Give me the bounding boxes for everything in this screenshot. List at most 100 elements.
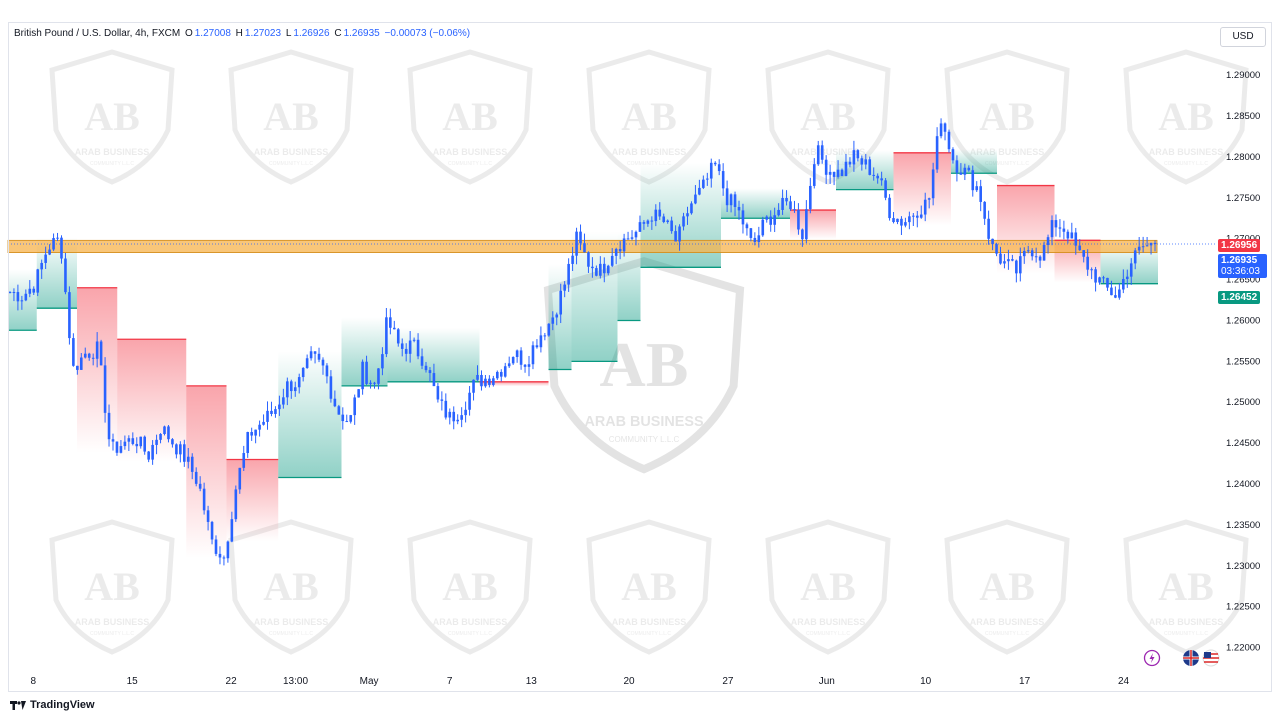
watermark-subtext: COMMUNITY L.L.C bbox=[448, 631, 492, 637]
svg-text:AB: AB bbox=[1158, 94, 1214, 139]
candle bbox=[1038, 255, 1042, 268]
candle bbox=[856, 149, 860, 162]
time-axis[interactable]: 8 15 22 13:00 May 7 13 20 27 Jun 10 17 24 bbox=[31, 676, 1130, 687]
candle bbox=[163, 425, 166, 436]
candle bbox=[840, 168, 844, 177]
watermark-text: ARAB BUSINESS bbox=[584, 414, 704, 430]
candle bbox=[698, 179, 701, 196]
watermark-text: ARAB BUSINESS bbox=[791, 147, 866, 157]
candle bbox=[1015, 259, 1018, 283]
candle bbox=[999, 246, 1002, 265]
candle bbox=[801, 228, 804, 247]
candle bbox=[797, 203, 800, 235]
candle bbox=[464, 401, 467, 423]
candle bbox=[424, 361, 428, 373]
watermark-subtext: COMMUNITY L.L.C bbox=[806, 631, 850, 637]
candle bbox=[325, 363, 329, 384]
svg-text:AB: AB bbox=[442, 94, 498, 139]
candle bbox=[765, 215, 769, 223]
candle bbox=[967, 165, 971, 172]
candle bbox=[1074, 227, 1078, 255]
watermark-subtext: COMMUNITY L.L.C bbox=[985, 161, 1029, 167]
candle bbox=[622, 233, 626, 257]
flag-us-icon[interactable] bbox=[1202, 649, 1220, 672]
candle bbox=[222, 555, 226, 566]
candle bbox=[670, 216, 673, 234]
candle bbox=[947, 129, 951, 153]
candle bbox=[103, 357, 107, 423]
watermark-subtext: COMMUNITY L.L.C bbox=[806, 161, 850, 167]
candle bbox=[820, 140, 824, 164]
candle bbox=[171, 438, 174, 448]
candle bbox=[1054, 214, 1058, 237]
watermark-text: ARAB BUSINESS bbox=[254, 147, 329, 157]
candle bbox=[630, 230, 634, 241]
candle bbox=[76, 365, 79, 375]
candle bbox=[1042, 241, 1046, 261]
candle bbox=[226, 540, 230, 563]
candle bbox=[959, 163, 963, 175]
change-value: −0.00073 (−0.06%) bbox=[384, 28, 471, 39]
candle bbox=[1149, 242, 1153, 255]
candle bbox=[908, 211, 911, 230]
currency-button[interactable]: USD bbox=[1220, 27, 1266, 47]
tradingview-logo-icon bbox=[10, 701, 26, 710]
candle bbox=[1034, 247, 1038, 263]
y-tick-label: 1.28500 bbox=[1226, 111, 1260, 122]
candle bbox=[238, 467, 242, 494]
y-tick-label: 1.29000 bbox=[1226, 70, 1260, 81]
candle bbox=[1022, 247, 1026, 264]
y-tick-label: 1.25500 bbox=[1226, 356, 1260, 367]
candle bbox=[583, 233, 586, 253]
candle bbox=[139, 436, 143, 449]
lightning-icon[interactable] bbox=[1143, 649, 1161, 672]
candle bbox=[444, 393, 448, 420]
candle bbox=[595, 265, 598, 277]
candle bbox=[868, 156, 872, 176]
candle bbox=[543, 332, 547, 341]
svg-text:AB: AB bbox=[621, 94, 677, 139]
candle bbox=[579, 224, 582, 251]
watermark-logo: AB ARAB BUSINESS COMMUNITY L.L.C bbox=[407, 49, 533, 185]
candle bbox=[884, 178, 887, 201]
watermark-logo: AB ARAB BUSINESS COMMUNITY L.L.C bbox=[944, 49, 1070, 185]
candle bbox=[975, 181, 979, 193]
candle bbox=[931, 162, 935, 206]
candle bbox=[400, 338, 404, 357]
candle bbox=[912, 212, 915, 227]
candle bbox=[523, 364, 527, 373]
stop-fill bbox=[341, 317, 388, 386]
candle bbox=[832, 171, 836, 186]
candle bbox=[678, 224, 681, 251]
candle bbox=[1090, 267, 1093, 280]
candles bbox=[8, 118, 1157, 566]
stop-fill bbox=[77, 287, 118, 453]
candle bbox=[91, 353, 95, 366]
watermark-subtext: COMMUNITY L.L.C bbox=[448, 161, 492, 167]
high-value: 1.27023 bbox=[244, 28, 282, 39]
candle bbox=[496, 370, 499, 380]
tradingview-brand[interactable]: TradingView bbox=[10, 699, 95, 711]
candle bbox=[955, 155, 959, 182]
candle bbox=[353, 394, 356, 425]
candle bbox=[349, 414, 353, 424]
candle bbox=[1066, 229, 1070, 244]
watermark-subtext: COMMUNITY L.L.C bbox=[269, 161, 313, 167]
candle bbox=[40, 259, 43, 279]
candle bbox=[904, 217, 907, 228]
watermark-text: ARAB BUSINESS bbox=[1149, 147, 1224, 157]
candle bbox=[706, 172, 709, 186]
candle bbox=[278, 395, 281, 416]
candle bbox=[539, 326, 543, 353]
candle bbox=[440, 391, 444, 411]
symbol-title[interactable]: British Pound / U.S. Dollar, 4h, FXCM bbox=[14, 28, 181, 39]
candle bbox=[880, 171, 883, 186]
candle bbox=[702, 175, 705, 190]
candle bbox=[638, 215, 642, 232]
watermark-subtext: COMMUNITY L.L.C bbox=[1164, 631, 1208, 637]
open-label: O bbox=[184, 28, 193, 39]
candle bbox=[991, 238, 994, 251]
flag-gb-icon[interactable] bbox=[1182, 649, 1200, 672]
candle bbox=[864, 153, 868, 170]
watermark-text: ARAB BUSINESS bbox=[970, 617, 1045, 627]
